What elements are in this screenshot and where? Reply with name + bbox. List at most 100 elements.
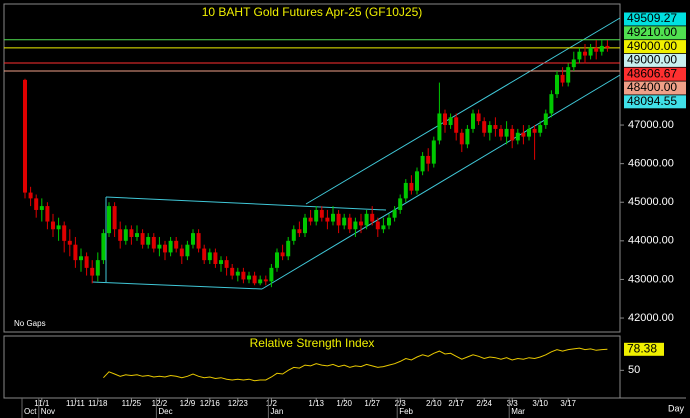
x-tick-label: 1/13 xyxy=(308,399,324,408)
channel-lower xyxy=(261,74,621,290)
candle-body xyxy=(90,267,95,276)
candle-body xyxy=(224,260,229,268)
candle-body xyxy=(560,74,565,83)
candle-body xyxy=(179,248,184,257)
candle-body xyxy=(95,260,100,276)
candle-body xyxy=(420,155,425,172)
candle-body xyxy=(381,225,386,230)
x-tick-label: 1/2 xyxy=(266,399,278,408)
candle-body xyxy=(151,236,156,249)
candle-body xyxy=(207,252,212,261)
y-tick-label: 50 xyxy=(628,364,640,376)
candle-body xyxy=(448,117,453,126)
level-label: 49509.27 xyxy=(627,11,677,25)
candle-body xyxy=(241,271,246,280)
x-tick-label: 3/10 xyxy=(532,399,548,408)
x-tick-label: 1/27 xyxy=(364,399,380,408)
y-tick-label: 42000.00 xyxy=(628,312,674,324)
x-tick-label: 11/11 xyxy=(66,399,85,408)
y-tick-label: 43000.00 xyxy=(628,273,674,285)
candle-body xyxy=(415,171,419,191)
candle-body xyxy=(515,132,520,141)
candle-body xyxy=(140,233,145,245)
candle-body xyxy=(28,192,33,199)
candle-body xyxy=(112,206,117,230)
candle-body xyxy=(247,275,251,280)
x-tick-label: 12/23 xyxy=(228,399,249,408)
rsi-value-label: 78.38 xyxy=(627,341,657,355)
candle-body xyxy=(185,244,190,257)
x-tick-label: 2/3 xyxy=(395,399,407,408)
month-label: Oct xyxy=(24,407,37,416)
candle-body xyxy=(521,132,526,137)
candle-body xyxy=(487,125,492,133)
y-tick-label: 45000.00 xyxy=(628,196,674,208)
candle-body xyxy=(398,198,403,210)
level-label: 49000.00 xyxy=(627,53,677,67)
candle-body xyxy=(319,209,324,218)
candle-body xyxy=(504,128,509,137)
candle-body xyxy=(364,213,369,226)
level-label: 49210.00 xyxy=(627,25,677,39)
candle-body xyxy=(314,209,319,222)
x-tick-label: 2/24 xyxy=(476,399,492,408)
price-panel xyxy=(3,3,621,333)
candle-body xyxy=(566,67,571,83)
x-tick-label: 12/16 xyxy=(200,399,221,408)
candle-body xyxy=(577,51,582,60)
level-tag xyxy=(624,95,686,109)
candle-body xyxy=(107,206,111,234)
candle-body xyxy=(56,225,61,230)
candle-body xyxy=(532,128,537,133)
candle-body xyxy=(79,256,83,261)
candle-body xyxy=(476,113,481,122)
x-tick-label: 11/1 xyxy=(34,399,50,408)
candle-body xyxy=(62,225,67,241)
candle-body xyxy=(583,51,587,56)
rsi-tag xyxy=(624,342,664,356)
candle-body xyxy=(454,117,459,133)
candle-body xyxy=(571,59,576,68)
candle-body xyxy=(471,113,475,129)
candle-body xyxy=(269,267,274,282)
candle-body xyxy=(252,275,257,284)
month-label: Nov xyxy=(41,407,55,416)
note: No Gaps xyxy=(14,319,46,328)
candle-body xyxy=(118,229,123,241)
period: Day xyxy=(668,403,685,413)
candle-body xyxy=(73,244,78,261)
x-tick-label: 1/20 xyxy=(336,399,352,408)
candle-body xyxy=(286,240,291,257)
candle-body xyxy=(23,79,27,193)
candle-body xyxy=(123,229,128,241)
level-label: 48094.55 xyxy=(627,94,677,108)
candle-body xyxy=(258,279,263,284)
candle-body xyxy=(465,128,470,145)
level-tag xyxy=(624,67,686,81)
level-tag xyxy=(624,81,686,95)
candle-body xyxy=(605,45,610,48)
level-tag xyxy=(624,26,686,40)
month-label: Dec xyxy=(158,407,172,416)
candle-body xyxy=(230,267,235,276)
candle-body xyxy=(493,125,498,129)
month-label: Feb xyxy=(399,407,413,416)
candle-body xyxy=(426,155,431,164)
candle-body xyxy=(459,132,464,145)
flag-lower xyxy=(91,281,263,290)
rsi-title: Relative Strength Index xyxy=(250,336,375,350)
candle-body xyxy=(196,233,201,249)
candle-body xyxy=(213,252,218,264)
level-label: 48400.00 xyxy=(627,80,677,94)
candle-body xyxy=(555,74,559,95)
y-tick-label: 44000.00 xyxy=(628,235,674,247)
candle-body xyxy=(392,209,397,218)
candle-body xyxy=(34,198,39,210)
rsi-line xyxy=(103,347,608,382)
month-label: Jan xyxy=(270,407,283,416)
level-tag xyxy=(624,53,686,67)
x-tick-label: 3/3 xyxy=(507,399,519,408)
candle-body xyxy=(359,221,363,226)
x-tick-label: 12/2 xyxy=(152,399,168,408)
